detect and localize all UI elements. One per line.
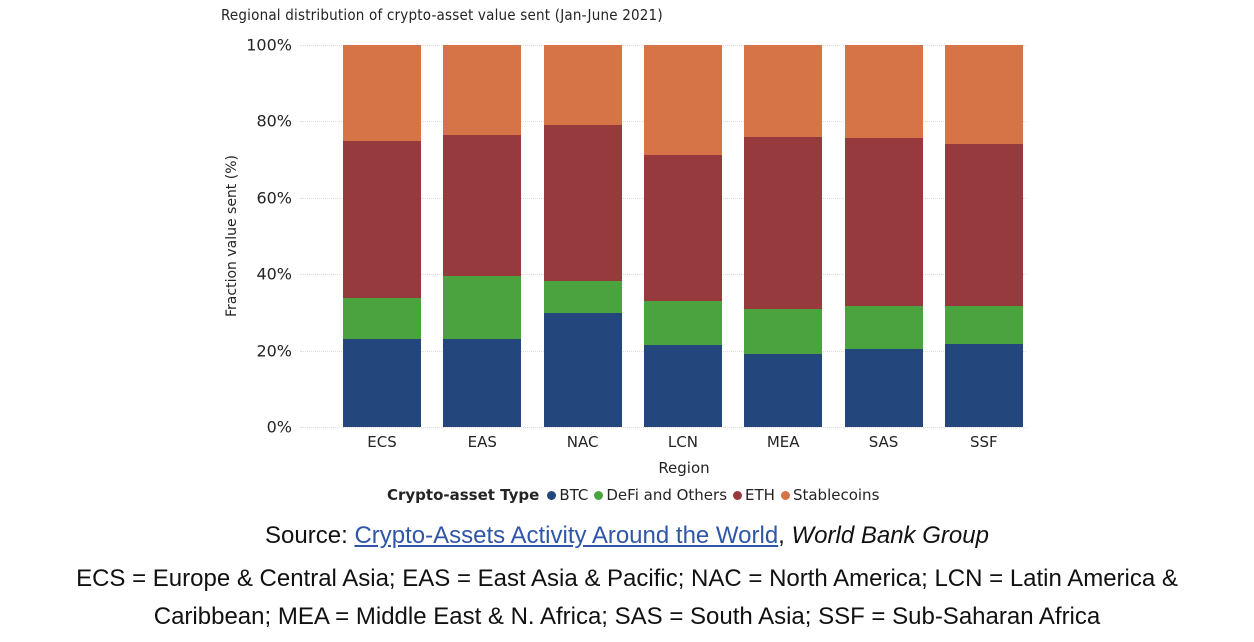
bar-segment-eth[interactable] [343,140,421,298]
bar-segment-defi-and-others[interactable] [543,281,622,314]
bar-segment-defi-and-others[interactable] [944,305,1023,345]
bar-segment-defi-and-others[interactable] [343,297,421,340]
bar-segment-btc[interactable] [543,313,622,427]
x-axis-label: Region [658,459,710,477]
bar-segment-stablecoins[interactable] [944,45,1023,144]
bar-nac[interactable] [543,45,622,427]
source-caption: Source: Crypto-Assets Activity Around th… [0,522,1254,550]
bar-segment-stablecoins[interactable] [744,45,823,138]
bar-segment-eth[interactable] [443,135,522,277]
region-legend-line-2: Caribbean; MEA = Middle East & N. Africa… [153,603,1101,630]
legend-label: Stablecoins [792,486,880,504]
legend-item-defi-and-others[interactable]: DeFi and Others [594,486,727,504]
bar-segment-defi-and-others[interactable] [844,305,923,350]
y-tick-label: 40% [256,264,292,284]
bar-segment-defi-and-others[interactable] [443,276,522,340]
bar-segment-stablecoins[interactable] [343,45,421,141]
bar-segment-defi-and-others[interactable] [744,308,823,355]
bar-segment-stablecoins[interactable] [844,45,923,138]
bar-segment-eth[interactable] [844,137,923,306]
bar-segment-stablecoins[interactable] [643,45,722,156]
y-axis-label: Fraction value sent (%) [224,155,240,317]
plot-area [300,45,1026,428]
x-tick-label: ECS [367,433,397,451]
y-tick-label: 60% [256,188,292,208]
bar-segment-defi-and-others[interactable] [643,300,722,345]
legend-dot-icon [780,490,790,500]
legend-item-eth[interactable]: ETH [733,486,775,504]
x-tick-label: MEA [766,433,800,451]
bar-segment-btc[interactable] [643,344,722,427]
bar-ssf[interactable] [944,45,1023,427]
y-tick-label: 80% [256,111,292,131]
region-legend-line-1: ECS = Europe & Central Asia; EAS = East … [76,565,1178,592]
legend-dot-icon [733,490,743,500]
source-link[interactable]: Crypto-Assets Activity Around the World [354,522,779,549]
source-prefix: Source: [265,522,355,549]
legend-label: ETH [745,486,775,504]
bar-segment-btc[interactable] [443,339,522,427]
bar-lcn[interactable] [643,45,722,427]
chart-title: Regional distribution of crypto-asset va… [221,6,663,24]
legend: Crypto-asset Type BTC DeFi and Others ETH S… [387,486,885,504]
bar-segment-btc[interactable] [844,349,923,427]
legend-label: DeFi and Others [606,486,728,504]
bar-segment-btc[interactable] [343,339,421,427]
legend-item-btc[interactable]: BTC [547,486,588,504]
legend-item-stablecoins[interactable]: Stablecoins [780,486,880,504]
x-tick-label: SAS [868,433,899,451]
bar-eas[interactable] [443,45,522,427]
bar-segment-btc[interactable] [744,354,823,427]
bar-mea[interactable] [744,45,823,427]
bar-segment-eth[interactable] [543,124,622,282]
bar-segment-eth[interactable] [944,143,1023,306]
source-org: World Bank Group [791,522,989,549]
y-tick-label: 100% [246,35,292,55]
bar-segment-btc[interactable] [944,344,1023,427]
bar-segment-stablecoins[interactable] [543,45,622,125]
y-tick-label: 20% [256,341,292,361]
legend-label: BTC [559,486,589,504]
x-tick-label: SSF [969,433,998,451]
legend-dot-icon [594,490,604,500]
bar-segment-stablecoins[interactable] [443,45,522,136]
legend-title: Crypto-asset Type [387,486,540,504]
legend-dot-icon [547,490,557,500]
bar-ecs[interactable] [343,45,421,427]
source-separator: , [778,522,792,549]
x-tick-label: NAC [566,433,599,451]
x-tick-label: LCN [667,433,698,451]
bar-segment-eth[interactable] [643,155,722,301]
gridline [300,427,1026,428]
bar-sas[interactable] [844,45,923,427]
x-tick-label: EAS [467,433,497,451]
y-tick-label: 0% [266,417,292,437]
bar-segment-eth[interactable] [744,137,823,309]
